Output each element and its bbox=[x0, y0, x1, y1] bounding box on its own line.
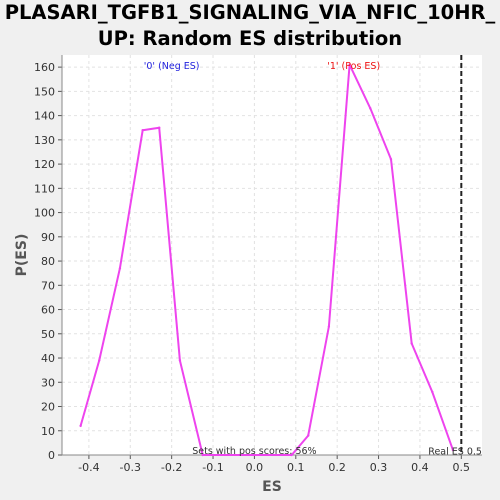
y-tick-label: 90 bbox=[41, 231, 55, 244]
x-tick-label: -0.4 bbox=[78, 461, 99, 474]
x-tick-label: 0.0 bbox=[246, 461, 264, 474]
es-distribution-point bbox=[141, 128, 144, 132]
es-distribution-point bbox=[79, 424, 82, 428]
y-tick-label: 130 bbox=[34, 134, 55, 147]
y-tick-label: 150 bbox=[34, 85, 55, 98]
y-tick-label: 110 bbox=[34, 182, 55, 195]
y-tick-label: 60 bbox=[41, 304, 55, 317]
x-tick-label: 0.4 bbox=[411, 461, 429, 474]
x-tick-label: 0.2 bbox=[328, 461, 346, 474]
es-distribution-point bbox=[118, 267, 122, 270]
x-tick-label: 0.5 bbox=[453, 461, 471, 474]
pos-es-label: '1' (Pos ES) bbox=[327, 61, 380, 72]
chart-title-line-1: PLASARI_TGFB1_SIGNALING_VIA_NFIC_10HR_ bbox=[4, 1, 496, 24]
x-tick-label: 0.3 bbox=[370, 461, 388, 474]
pos-scores-label: Sets with pos scores: 56% bbox=[192, 446, 316, 457]
x-axis-label: ES bbox=[262, 479, 282, 495]
neg-es-label: '0' (Neg ES) bbox=[144, 61, 200, 72]
real-es-label: Real ES 0.5 bbox=[428, 447, 482, 458]
series-layer bbox=[79, 63, 455, 457]
y-tick-label: 160 bbox=[34, 61, 55, 74]
y-axis-label: P(ES) bbox=[14, 234, 30, 277]
es-distribution-point bbox=[389, 158, 393, 161]
x-tick-label: -0.3 bbox=[120, 461, 141, 474]
es-distribution-point bbox=[307, 434, 310, 437]
y-tick-label: 100 bbox=[34, 207, 55, 220]
es-distribution-point bbox=[369, 107, 372, 110]
chart-title-line-2: UP: Random ES distribution bbox=[97, 27, 403, 50]
es-distribution-point bbox=[290, 453, 293, 457]
es-distribution-point bbox=[327, 325, 331, 328]
y-tick-label: 120 bbox=[34, 158, 55, 171]
x-tick-label: -0.1 bbox=[202, 461, 223, 474]
x-tick-label: -0.2 bbox=[161, 461, 182, 474]
y-tick-label: 40 bbox=[41, 352, 55, 365]
chart-title: PLASARI_TGFB1_SIGNALING_VIA_NFIC_10HR_ U… bbox=[0, 0, 500, 52]
es-distribution-point bbox=[431, 390, 434, 394]
es-distribution-line bbox=[79, 63, 454, 456]
es-distribution-point bbox=[178, 359, 182, 362]
es-distribution-point bbox=[348, 63, 351, 66]
y-tick-label: 0 bbox=[48, 449, 55, 462]
es-distribution-point bbox=[201, 453, 204, 457]
x-tick-label: 0.1 bbox=[287, 461, 305, 474]
plot-area bbox=[62, 55, 482, 455]
y-tick-label: 80 bbox=[41, 255, 55, 268]
es-distribution-point bbox=[98, 359, 101, 362]
y-tick-label: 70 bbox=[41, 279, 55, 292]
y-tick-label: 50 bbox=[41, 328, 55, 341]
es-distribution-point bbox=[410, 342, 413, 345]
es-distribution-point bbox=[451, 448, 455, 452]
y-tick-label: 30 bbox=[41, 376, 55, 389]
y-tick-label: 10 bbox=[41, 425, 55, 438]
y-tick-label: 140 bbox=[34, 110, 55, 123]
y-tick-label: 20 bbox=[41, 401, 55, 414]
es-distribution-point bbox=[158, 126, 161, 129]
